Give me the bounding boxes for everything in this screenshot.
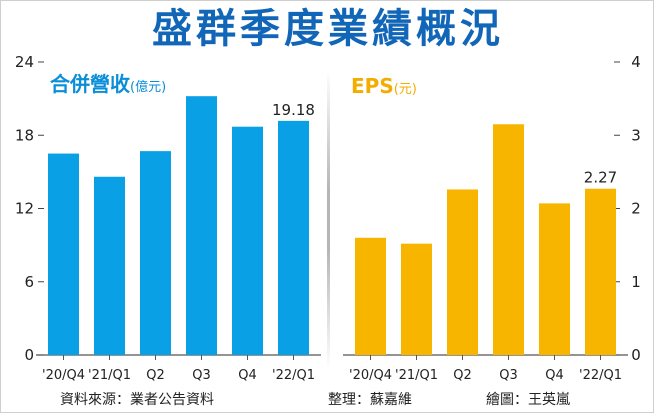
- revenue-y-tick-label: 12: [15, 200, 34, 218]
- eps-bar: [585, 188, 616, 355]
- revenue-bar: [232, 126, 263, 356]
- eps-panel-title: EPS(元): [351, 73, 417, 103]
- revenue-bar: [278, 120, 309, 355]
- revenue-bar: [140, 151, 171, 355]
- eps-category-label: Q4: [545, 368, 564, 383]
- revenue-data-label: 19.18: [272, 101, 315, 119]
- eps-unit: (元): [393, 82, 417, 97]
- revenue-bar: [186, 96, 217, 355]
- revenue-unit: (億元): [130, 80, 167, 95]
- revenue-y-tick-label: 0: [24, 346, 34, 364]
- graphic-credit: 繪圖：王英嵐: [486, 392, 570, 408]
- eps-y-tick-label: 3: [631, 126, 641, 144]
- eps-category-label: '21/Q1: [395, 368, 438, 383]
- revenue-bar: [48, 153, 79, 355]
- editor-credit: 整理：蘇嘉維: [328, 392, 412, 408]
- revenue-panel-title: 合併營收(億元): [50, 71, 166, 101]
- eps-y-tick-label: 4: [631, 53, 641, 71]
- eps-data-label: 2.27: [584, 169, 617, 187]
- revenue-bar: [94, 176, 125, 355]
- eps-category-label: Q2: [453, 368, 472, 383]
- revenue-y-tick-label: 18: [15, 126, 34, 144]
- eps-bar: [493, 124, 524, 355]
- eps-category-label: '20/Q4: [349, 368, 392, 383]
- eps-y-tick-label: 0: [631, 346, 641, 364]
- source-credit: 資料來源：業者公告資料: [60, 392, 214, 408]
- eps-bar: [401, 243, 432, 355]
- revenue-y-tick-label: 6: [24, 273, 34, 291]
- eps-bar: [447, 189, 478, 355]
- panel-divider: [327, 70, 330, 370]
- revenue-category-label: Q3: [192, 368, 211, 383]
- eps-y-tick-label: 2: [631, 200, 641, 218]
- revenue-category-label: Q2: [146, 368, 165, 383]
- chart-title: 盛群季度業績概況: [152, 6, 504, 52]
- revenue-category-label: '20/Q4: [42, 368, 85, 383]
- eps-title: EPS: [351, 74, 394, 98]
- eps-y-tick-label: 1: [631, 273, 641, 291]
- eps-category-label: '22/Q1: [579, 368, 622, 383]
- revenue-category-label: '21/Q1: [88, 368, 131, 383]
- revenue-category-label: Q4: [238, 368, 257, 383]
- eps-bar: [355, 237, 386, 355]
- eps-category-label: Q3: [499, 368, 518, 383]
- revenue-y-tick-label: 24: [15, 53, 34, 71]
- footer: 資料來源：業者公告資料 整理：蘇嘉維 繪圖：王英嵐: [0, 389, 656, 411]
- revenue-title: 合併營收: [50, 72, 130, 96]
- eps-bar: [539, 203, 570, 355]
- revenue-category-label: '22/Q1: [272, 368, 315, 383]
